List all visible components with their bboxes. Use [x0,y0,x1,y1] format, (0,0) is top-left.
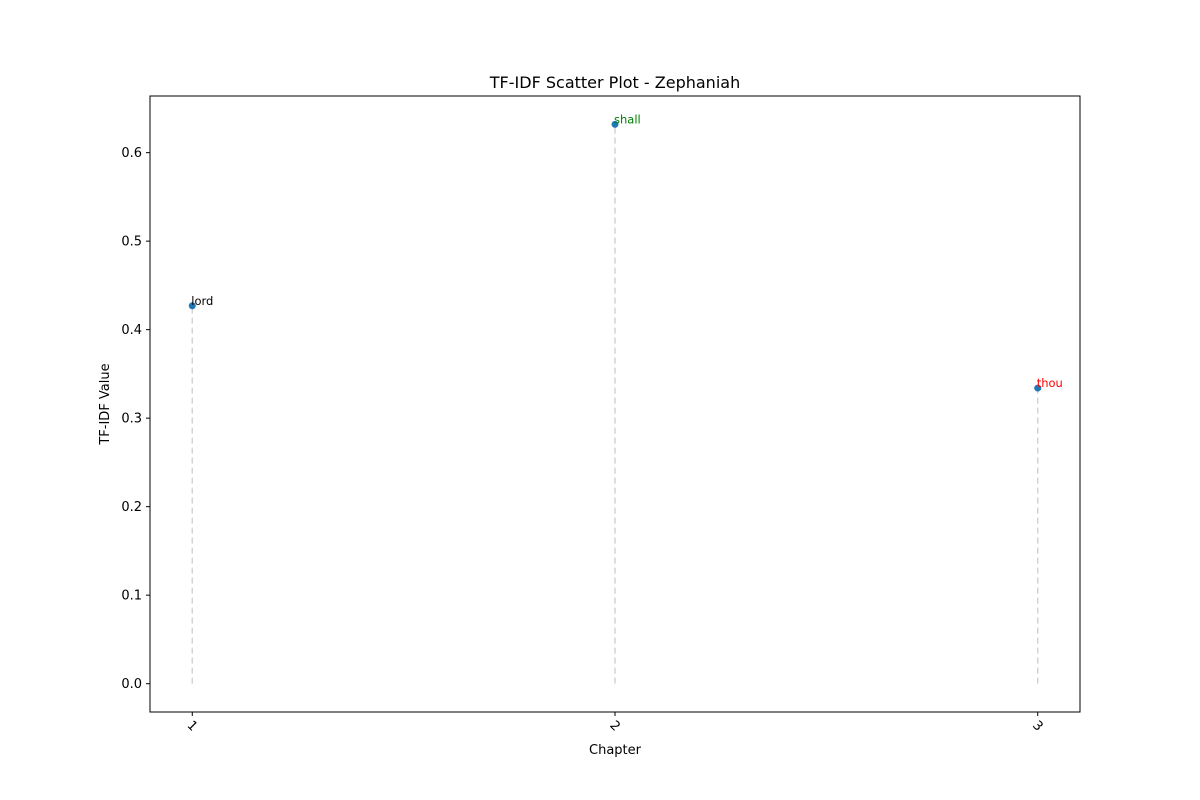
x-tick-label: 1 [184,718,200,734]
y-tick-label: 0.6 [121,146,142,161]
data-point [611,120,619,128]
data-point [1034,384,1042,392]
y-tick-label: 0.3 [121,412,142,427]
point-label: shall [614,112,641,126]
x-tick-label: 3 [1029,718,1045,734]
point-label: lord [191,294,213,308]
y-axis: 0.0 0.1 0.2 0.3 0.4 0.5 0.6 [121,146,150,692]
y-axis-label: TF-IDF Value [98,363,113,445]
x-axis: 1 2 3 [184,712,1046,735]
point-label: thou [1037,376,1063,390]
x-tick-label: 2 [606,718,622,734]
y-tick-label: 0.1 [121,589,142,604]
y-tick-label: 0.4 [121,323,142,338]
plot-area: lord shall thou [188,112,1063,684]
y-tick-label: 0.0 [121,677,142,692]
data-point [188,302,196,310]
x-axis-label: Chapter [589,743,642,758]
y-tick-label: 0.5 [121,235,142,250]
chart-title: TF-IDF Scatter Plot - Zephaniah [489,73,740,92]
y-tick-label: 0.2 [121,500,142,515]
